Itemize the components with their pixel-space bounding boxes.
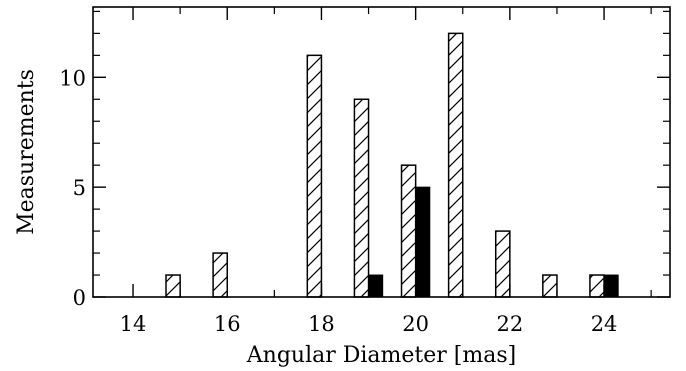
hatched-bar-6 (494, 230, 511, 298)
hatched-bar-0 (165, 274, 181, 298)
y-tick-label-2: 10 (59, 66, 86, 90)
y-tick-label-1: 5 (73, 176, 86, 200)
hatched-bar-8 (589, 274, 605, 298)
hatched-bar-4 (400, 164, 417, 298)
x-axis-label: Angular Diameter [mas] (246, 343, 516, 368)
plot-frame (92, 6, 671, 298)
hatched-bar-1 (212, 252, 228, 298)
solid-bar-0 (368, 274, 384, 298)
hatched-bar-2 (306, 54, 323, 298)
bars-layer (165, 32, 619, 298)
y-axis-label: Measurements (14, 69, 39, 235)
y-tick-label-0: 0 (73, 286, 86, 310)
ticks-layer: 14 16 18 20 22 24 0 5 10 (59, 7, 670, 336)
x-tick-label-5: 24 (591, 312, 618, 336)
hatched-bar-5 (447, 32, 464, 298)
x-tick-label-2: 18 (308, 312, 335, 336)
x-tick-label-4: 22 (496, 312, 523, 336)
solid-bar-1 (415, 186, 431, 298)
x-tick-label-3: 20 (402, 312, 429, 336)
x-tick-label-0: 14 (120, 312, 147, 336)
solid-bar-2 (603, 274, 619, 298)
hatched-bar-3 (353, 98, 370, 298)
x-tick-label-1: 16 (214, 312, 241, 336)
hatched-bar-7 (542, 274, 558, 298)
